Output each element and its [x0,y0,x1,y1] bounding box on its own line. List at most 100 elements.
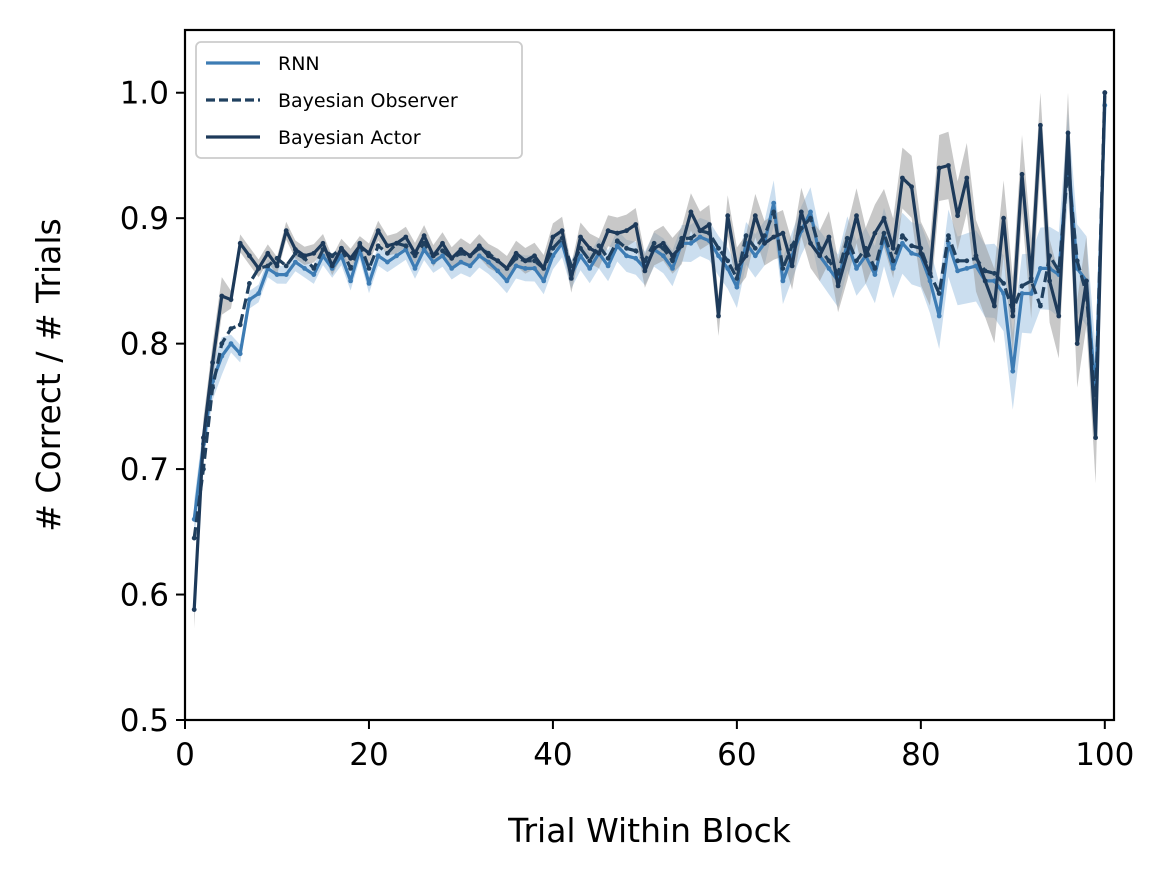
data-point-bayesian-actor [670,253,675,259]
legend-label-bayesian-observer: Bayesian Observer [278,90,458,112]
data-point-bayesian-actor [955,213,960,219]
data-point-bayesian-actor [1084,278,1089,284]
data-point-bayesian-actor [918,250,924,256]
data-point-bayesian-observer [808,215,813,221]
data-point-bayesian-actor [936,165,942,171]
data-point-rnn [440,253,445,259]
data-point-bayesian-observer [1074,258,1080,264]
data-point-rnn [734,284,740,290]
data-point-rnn [430,259,436,265]
data-point-bayesian-observer [265,263,271,269]
data-point-bayesian-actor [1001,215,1006,221]
data-point-rnn [973,263,979,269]
data-point-bayesian-actor [688,209,694,215]
data-point-bayesian-actor [992,303,997,309]
data-point-bayesian-actor [826,234,832,240]
data-point-bayesian-actor [927,271,933,276]
data-point-bayesian-actor [357,243,363,249]
x-tick-label: 40 [533,737,572,773]
data-point-rnn [872,272,878,277]
data-point-bayesian-observer [955,258,960,264]
data-point-bayesian-actor [228,297,234,303]
data-point-rnn [936,313,942,319]
y-tick-label: 0.6 [120,578,169,614]
data-point-rnn [624,253,629,259]
data-point-bayesian-actor [946,163,951,168]
data-point-bayesian-actor [274,263,280,269]
data-point-rnn [504,278,510,284]
y-tick-label: 0.8 [120,327,169,363]
x-tick-label: 20 [349,737,388,773]
data-point-bayesian-observer [587,258,593,264]
data-point-bayesian-observer [247,281,252,286]
data-point-bayesian-actor [568,276,574,281]
data-point-bayesian-actor [237,240,243,246]
data-point-bayesian-actor [201,435,206,441]
data-point-rnn [614,243,620,249]
data-point-bayesian-observer [789,243,795,249]
band-bayesian-actor [194,92,1105,629]
data-point-rnn [927,278,933,284]
data-point-bayesian-actor [743,253,749,259]
data-point-rnn [513,263,519,269]
data-point-rnn [237,351,243,357]
data-point-bayesian-actor [605,228,611,234]
data-point-rnn [247,297,252,303]
data-point-rnn [486,259,491,265]
data-point-rnn [274,272,280,277]
data-point-rnn [688,240,694,246]
data-point-rnn [955,268,960,274]
legend-label-rnn: RNN [278,53,320,75]
data-point-bayesian-observer [633,248,639,254]
data-point-bayesian-actor [191,607,197,612]
data-point-bayesian-actor [752,213,758,219]
data-point-rnn [1038,266,1043,271]
data-point-bayesian-actor [844,250,850,256]
data-point-bayesian-observer [900,233,905,239]
data-point-bayesian-actor [660,240,666,246]
data-point-bayesian-observer [771,209,777,215]
data-point-bayesian-actor [780,230,786,236]
tick-marks: 0 20 40 60 80 100 0.5 0.6 0.7 0.8 0.9 1.0 [120,76,1135,773]
data-point-bayesian-actor [1010,313,1016,319]
series-lines [191,90,1108,612]
x-tick-label: 0 [175,737,195,773]
data-point-bayesian-actor [1028,276,1034,281]
data-point-bayesian-actor [495,258,501,264]
data-point-bayesian-observer [992,271,997,276]
data-point-rnn [605,263,611,269]
data-point-bayesian-actor [1065,130,1071,136]
data-point-bayesian-actor [421,233,427,239]
data-point-rnn [1028,291,1034,296]
y-axis-label: # Correct / # Trials [29,218,68,531]
data-point-bayesian-observer [909,243,914,249]
data-point-bayesian-observer [982,268,988,274]
data-point-bayesian-actor [706,222,712,227]
data-point-bayesian-observer [237,322,243,328]
data-point-bayesian-observer [550,245,556,251]
data-point-bayesian-observer [440,248,445,254]
series-line-bayesian-observer [192,92,1107,539]
data-point-bayesian-observer [403,243,409,249]
data-point-rnn [394,253,399,259]
x-tick-label: 100 [1075,737,1134,773]
y-tick-label: 0.9 [120,201,169,237]
data-point-bayesian-actor [863,253,869,259]
data-point-rnn [522,266,528,271]
data-point-rnn [532,266,537,271]
data-point-bayesian-actor [633,222,639,227]
data-point-bayesian-observer [348,266,353,271]
data-point-bayesian-actor [320,240,326,246]
data-point-bayesian-observer [283,263,289,269]
axes [183,28,1116,722]
data-point-bayesian-actor [550,234,556,240]
data-point-rnn [412,266,418,271]
data-point-bayesian-actor [909,184,914,190]
data-point-bayesian-observer [881,230,887,236]
data-point-bayesian-observer [854,258,859,264]
data-point-rnn [964,266,970,271]
data-point-bayesian-observer [946,233,951,239]
data-point-bayesian-observer [311,266,317,271]
